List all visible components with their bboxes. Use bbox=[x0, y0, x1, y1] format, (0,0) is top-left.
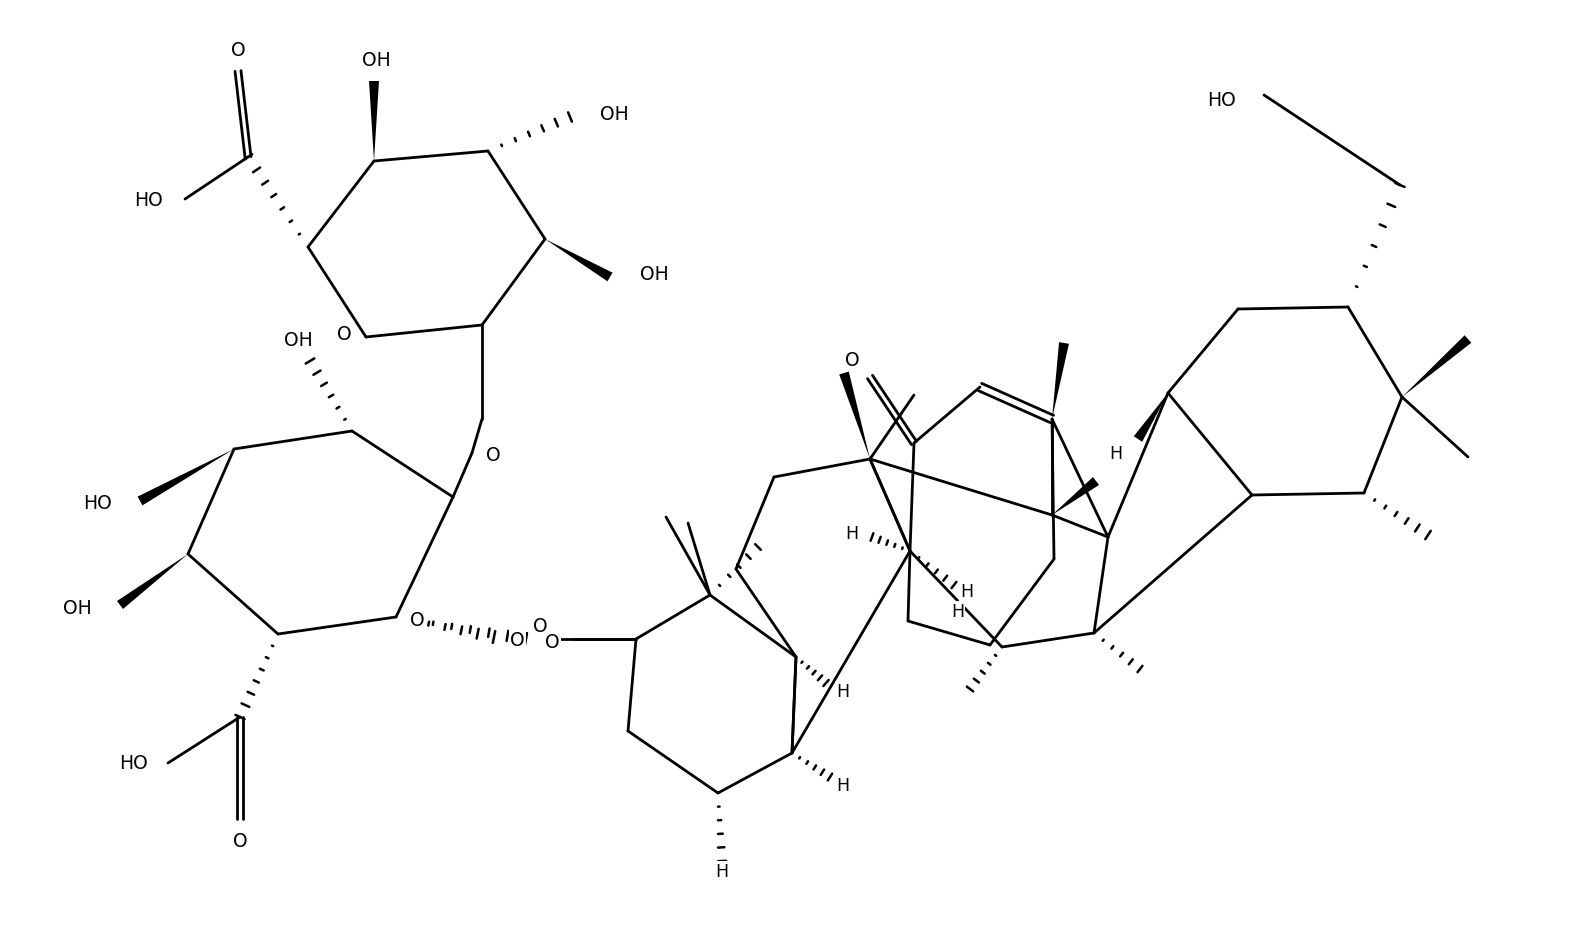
Polygon shape bbox=[545, 240, 613, 282]
Text: HO: HO bbox=[119, 754, 147, 773]
Polygon shape bbox=[138, 450, 234, 506]
Polygon shape bbox=[369, 82, 379, 162]
Polygon shape bbox=[1052, 477, 1099, 515]
Text: H: H bbox=[836, 776, 849, 794]
Text: OH: OH bbox=[284, 330, 312, 349]
Text: H: H bbox=[844, 525, 859, 542]
Text: OH: OH bbox=[63, 598, 92, 616]
Text: O: O bbox=[545, 632, 561, 651]
Text: O: O bbox=[844, 350, 859, 369]
Text: H: H bbox=[952, 603, 965, 620]
Text: H: H bbox=[1109, 445, 1121, 463]
Text: HO: HO bbox=[84, 494, 112, 513]
Polygon shape bbox=[117, 554, 188, 609]
Text: O: O bbox=[410, 610, 425, 629]
Text: HO: HO bbox=[135, 190, 163, 210]
Text: O: O bbox=[231, 41, 246, 59]
Text: OH: OH bbox=[361, 50, 390, 70]
Text: OH: OH bbox=[640, 264, 668, 283]
Polygon shape bbox=[840, 372, 870, 460]
Polygon shape bbox=[1134, 394, 1167, 442]
Text: O: O bbox=[486, 446, 501, 465]
Text: H: H bbox=[960, 582, 973, 601]
Text: O: O bbox=[510, 629, 524, 649]
Text: OH: OH bbox=[600, 105, 629, 123]
Text: O: O bbox=[532, 616, 548, 636]
Text: HO: HO bbox=[1207, 91, 1236, 109]
Polygon shape bbox=[1402, 336, 1472, 398]
Text: H: H bbox=[716, 862, 729, 880]
Polygon shape bbox=[1052, 343, 1069, 420]
Text: O: O bbox=[233, 832, 247, 851]
Text: H: H bbox=[836, 682, 849, 700]
Text: O: O bbox=[337, 324, 352, 343]
